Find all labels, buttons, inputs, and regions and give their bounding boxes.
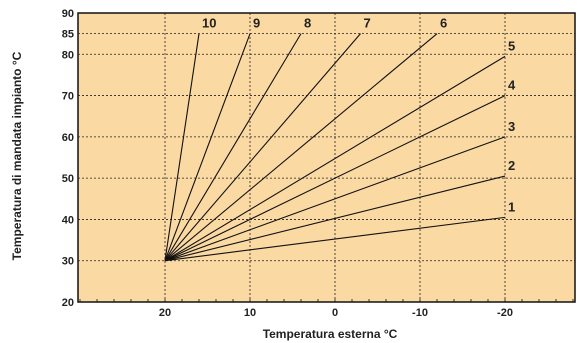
curve-label-8: 8: [304, 16, 311, 31]
y-tick-label: 50: [62, 173, 74, 185]
curve-label-10: 10: [202, 16, 216, 31]
x-tick-label: 20: [159, 307, 171, 319]
x-tick-label: -10: [412, 307, 428, 319]
y-tick-label: 40: [62, 214, 74, 226]
grid: [78, 13, 575, 302]
x-axis-title: Temperatura esterna °C: [263, 327, 398, 341]
y-tick-label: 90: [62, 8, 74, 20]
curve-6: [164, 33, 438, 262]
curve-labels: 1 2 3 4 5 6 7 8 9 10: [202, 16, 516, 215]
curves: [164, 33, 506, 262]
y-tick-label: 85: [62, 29, 74, 41]
curve-9: [164, 33, 251, 261]
curve-label-9: 9: [253, 16, 260, 31]
x-tick-label: 0: [332, 307, 338, 319]
y-tick-label: 80: [62, 49, 74, 61]
curve-7: [164, 33, 361, 262]
curve-4: [164, 95, 506, 262]
x-tick-label: -20: [497, 307, 513, 319]
curve-label-5: 5: [508, 38, 515, 53]
curve-label-1: 1: [508, 199, 515, 214]
curve-5: [164, 55, 506, 262]
curve-10: [164, 33, 200, 261]
plot-area: [77, 12, 576, 303]
curve-8: [164, 33, 302, 261]
curve-label-3: 3: [508, 119, 515, 134]
y-tick-label: 30: [62, 256, 74, 268]
curve-2: [164, 175, 506, 262]
y-tick-label: 70: [62, 91, 74, 103]
curve-label-2: 2: [508, 158, 515, 173]
curve-1: [164, 216, 506, 262]
curve-label-4: 4: [508, 78, 516, 93]
y-tick-label: 20: [62, 297, 74, 309]
curve-label-6: 6: [440, 16, 447, 31]
curve-label-7: 7: [364, 16, 371, 31]
x-tick-label: 10: [244, 307, 256, 319]
y-axis-title: Temperatura di mandata impianto °C: [10, 51, 24, 260]
y-tick-label: 60: [62, 132, 74, 144]
curve-3: [164, 136, 506, 262]
